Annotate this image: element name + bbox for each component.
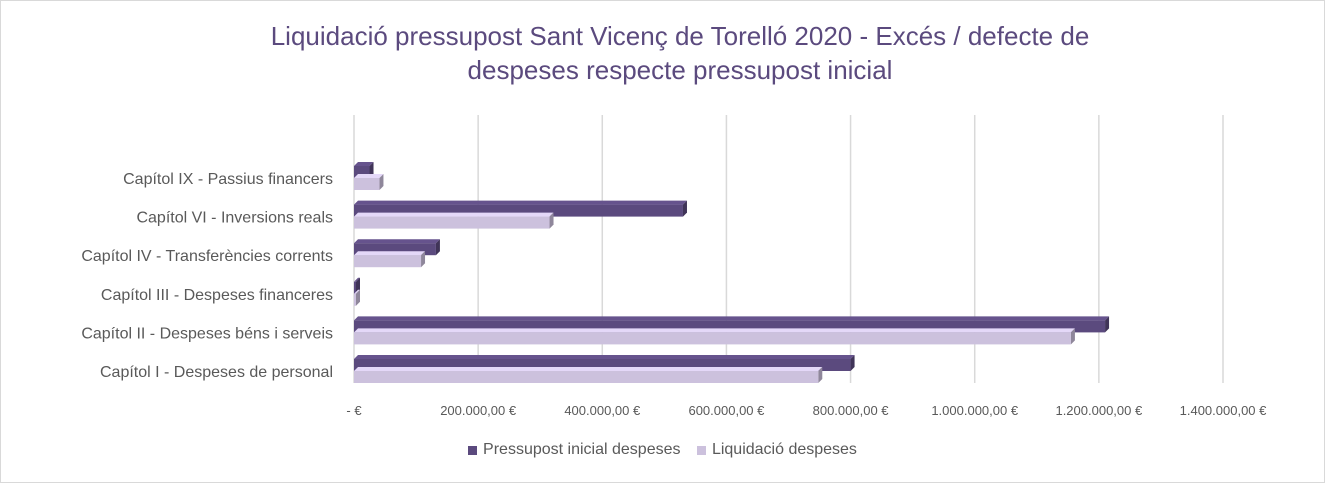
bar-side-face xyxy=(421,251,426,268)
bar-top-face xyxy=(354,367,823,371)
legend-label-pressupost: Pressupost inicial despeses xyxy=(483,441,681,458)
bars xyxy=(354,162,1110,383)
bar-front-face xyxy=(354,332,1071,345)
bar-top-face xyxy=(354,174,384,178)
bar-front-face xyxy=(354,371,819,383)
chart-title-line-1: Liquidació pressupost Sant Vicenç de Tor… xyxy=(270,21,1090,51)
legend: Pressupost inicial despeses Liquidació d… xyxy=(0,441,1325,460)
bar-front-face xyxy=(354,255,422,268)
bar-side-face xyxy=(1070,328,1075,345)
bar-side-face xyxy=(379,174,384,190)
bar-top-face xyxy=(354,277,360,282)
x-tick-label-1: 200.000,00 € xyxy=(440,403,517,418)
bar-top-face xyxy=(354,212,554,217)
bar-side-face xyxy=(356,289,360,306)
bar-top-face xyxy=(354,355,855,359)
bar-side-face xyxy=(435,239,440,256)
category-label-0: Capítol I - Despeses de personal xyxy=(100,364,333,381)
bar-s1-c5 xyxy=(354,174,384,190)
legend-item-liquidacio: Liquidació despeses xyxy=(696,441,857,459)
bar-s1-c3 xyxy=(354,251,426,268)
bar-top-face xyxy=(354,251,426,256)
chart-title: Liquidació pressupost Sant Vicenç de Tor… xyxy=(160,19,1200,87)
bar-side-face xyxy=(850,355,855,371)
bar-front-face xyxy=(354,281,356,294)
category-labels: Capítol I - Despeses de personal Capítol … xyxy=(81,171,333,381)
category-label-3: Capítol IV - Transferències corrents xyxy=(81,248,333,265)
bar-s1-c2 xyxy=(354,289,360,306)
x-tick-label-3: 600.000,00 € xyxy=(688,403,765,418)
legend-swatch-pressupost xyxy=(468,445,478,455)
legend-label-liquidacio: Liquidació despeses xyxy=(711,441,857,458)
bar-side-face xyxy=(682,200,687,217)
category-label-5: Capítol IX - Passius financers xyxy=(123,171,333,188)
chart-title-line-2: despeses respecte pressupost inicial xyxy=(467,55,893,85)
category-label-1: Capítol II - Despeses béns i serveis xyxy=(81,325,333,342)
bar-front-face xyxy=(354,293,356,306)
x-tick-label-6: 1.200.000,00 € xyxy=(1055,403,1143,418)
bar-top-face xyxy=(354,239,440,244)
x-tick-labels: - € 200.000,00 € 400.000,00 € 600.000,00 € 8… xyxy=(346,403,1267,418)
bar-front-face xyxy=(354,216,550,229)
category-label-2: Capítol III - Despeses financeres xyxy=(101,287,333,304)
bar-front-face xyxy=(354,178,380,190)
x-tick-label-0: - € xyxy=(346,403,362,418)
bar-top-face xyxy=(354,289,360,294)
bar-s1-c0 xyxy=(354,367,823,383)
bar-side-face xyxy=(818,367,823,383)
bar-s1-c4 xyxy=(354,212,554,229)
bar-top-face xyxy=(354,328,1075,333)
bar-s0-c4 xyxy=(354,200,687,217)
x-tick-label-5: 1.000.000,00 € xyxy=(931,403,1019,418)
legend-item-pressupost: Pressupost inicial despeses xyxy=(468,441,680,459)
legend-swatch-liquidacio xyxy=(696,445,706,455)
bar-top-face xyxy=(354,200,687,205)
category-label-4: Capítol VI - Inversions reals xyxy=(136,210,333,227)
bar-s1-c1 xyxy=(354,328,1075,345)
bar-top-face xyxy=(354,316,1110,321)
x-tick-label-4: 800.000,00 € xyxy=(813,403,890,418)
bar-top-face xyxy=(354,162,374,166)
x-tick-label-2: 400.000,00 € xyxy=(564,403,641,418)
bar-side-face xyxy=(549,212,554,229)
bar-side-face xyxy=(1105,316,1110,333)
x-tick-label-7: 1.400.000,00 € xyxy=(1180,403,1268,418)
